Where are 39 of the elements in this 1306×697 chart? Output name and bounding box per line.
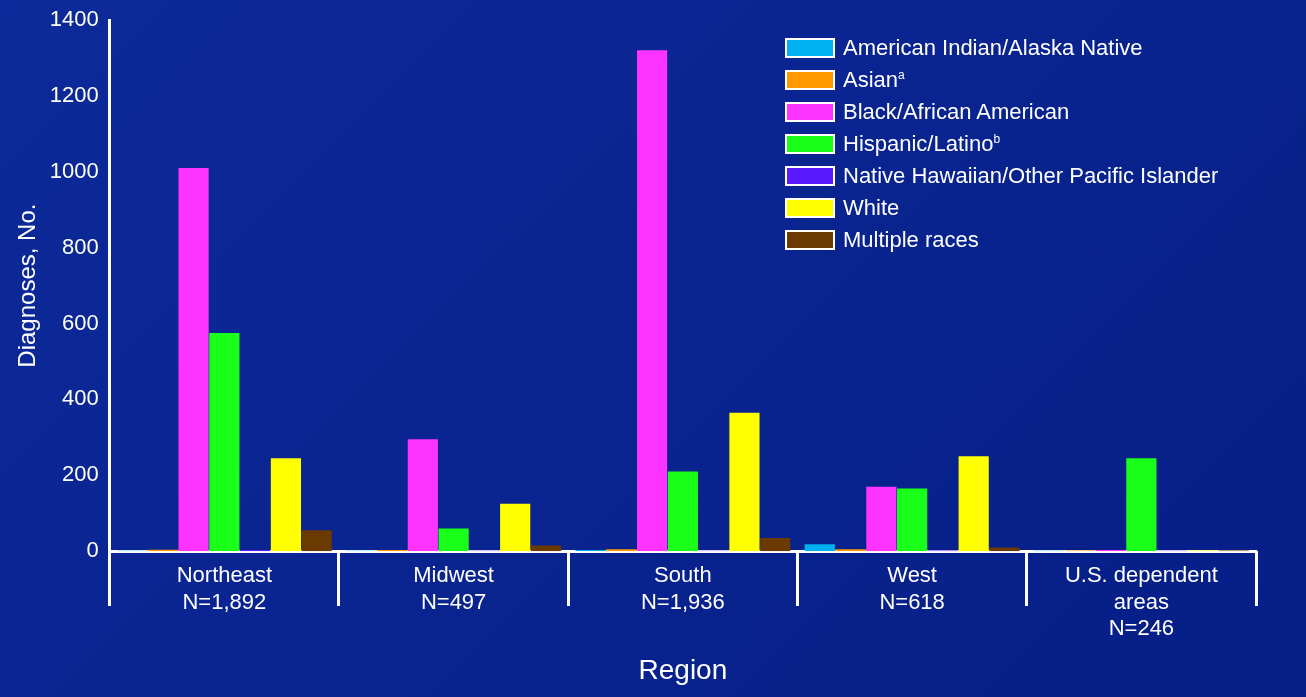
bar <box>209 333 240 552</box>
legend-label: White <box>843 195 900 221</box>
x-tick-label: South N=1,936 <box>640 562 725 614</box>
bar <box>760 537 791 552</box>
y-tick-label: 1400 <box>49 6 99 32</box>
bar <box>989 547 1020 552</box>
bar <box>270 458 302 552</box>
legend-label: Black/African American <box>843 99 1070 125</box>
y-tick-label: 400 <box>62 385 99 411</box>
bar <box>1126 458 1157 552</box>
bar <box>804 544 835 552</box>
bar <box>667 471 698 552</box>
bar <box>958 456 989 552</box>
y-tick-label: 1000 <box>49 157 99 183</box>
y-tick-label: 800 <box>62 233 99 259</box>
bar <box>500 503 531 552</box>
y-tick-label: 0 <box>86 537 99 563</box>
y-tick-label: 200 <box>62 461 99 487</box>
y-axis-title: Diagnoses, No. <box>13 203 41 368</box>
legend-label: Multiple races <box>843 227 979 253</box>
bar <box>897 488 928 552</box>
legend-label: American Indian/Alaska Native <box>843 35 1143 61</box>
x-axis-title: Region <box>638 653 728 685</box>
legend-label: Native Hawaiian/Other Pacific Islander <box>843 163 1219 189</box>
legend-label: Asian$^{a}$ <box>843 67 905 93</box>
x-tick-label: Midwest N=497 <box>413 562 494 614</box>
bar <box>866 486 897 552</box>
x-tick-label: Northeast N=1,892 <box>176 562 273 614</box>
legend-label: Hispanic/Latino$^{b}$ <box>843 131 1001 157</box>
bar <box>438 528 469 552</box>
bar <box>729 412 760 552</box>
y-tick-label: 1200 <box>49 81 99 107</box>
bar <box>301 530 332 552</box>
x-tick-label: U.S. dependent areas N=246 <box>1064 562 1218 641</box>
x-tick-label: West N=618 <box>879 562 945 614</box>
y-tick-label: 600 <box>62 309 99 335</box>
bar <box>178 167 209 552</box>
bar <box>407 439 438 552</box>
bar <box>637 50 668 552</box>
